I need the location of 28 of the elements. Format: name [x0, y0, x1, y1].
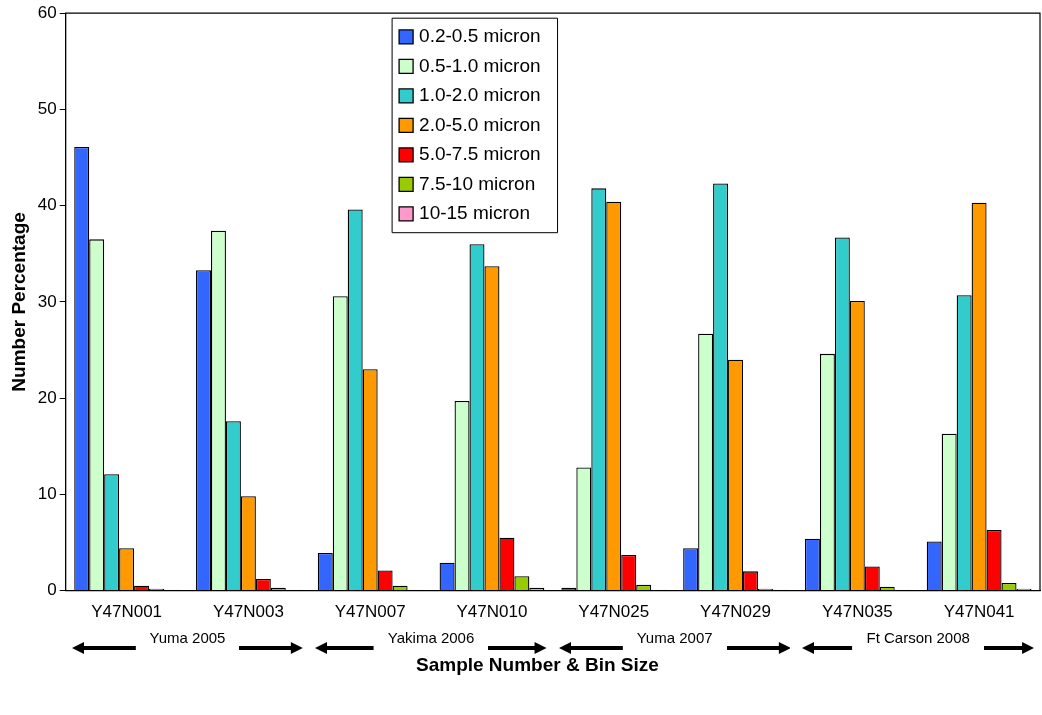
x-tick-label: Y47N001: [91, 602, 163, 622]
legend-label: 1.0-2.0 micron: [419, 84, 541, 106]
legend-label: 0.2-0.5 micron: [419, 25, 541, 47]
x-axis-title: Sample Number & Bin Size: [415, 653, 660, 676]
x-tick-label: Y47N025: [578, 602, 650, 622]
y-tick-label: 60: [37, 2, 57, 22]
x-tick-label: Y47N029: [700, 602, 771, 622]
legend-label: 0.5-1.0 micron: [419, 54, 541, 76]
y-tick-label: 20: [37, 387, 57, 407]
text: Yakima 2006: [387, 628, 475, 646]
legend-label: 5.0-7.5 micron: [419, 143, 541, 165]
legend-label: 2.0-5.0 micron: [419, 113, 541, 135]
x-tick-label: Y47N007: [334, 602, 406, 622]
legend-label: 10-15 micron: [419, 202, 530, 224]
y-axis-title: Number Percentage: [7, 212, 29, 392]
y-tick-label: 40: [37, 195, 57, 215]
y-tick-label: 10: [37, 484, 57, 504]
y-tick-label: 50: [37, 99, 57, 119]
y-tick-label: 30: [37, 291, 57, 311]
text: Ft Carson 2008: [866, 628, 970, 646]
y-tick-label: 0: [47, 580, 57, 600]
x-tick-label: Y47N010: [456, 602, 528, 622]
x-tick-label: Y47N041: [943, 602, 1015, 622]
x-tick-label: Y47N035: [821, 602, 893, 622]
text: Yuma 2007: [636, 628, 713, 646]
text: Yuma 2005: [149, 628, 226, 646]
legend-label: 7.5-10 micron: [419, 172, 536, 194]
x-tick-label: Y47N003: [212, 602, 284, 622]
